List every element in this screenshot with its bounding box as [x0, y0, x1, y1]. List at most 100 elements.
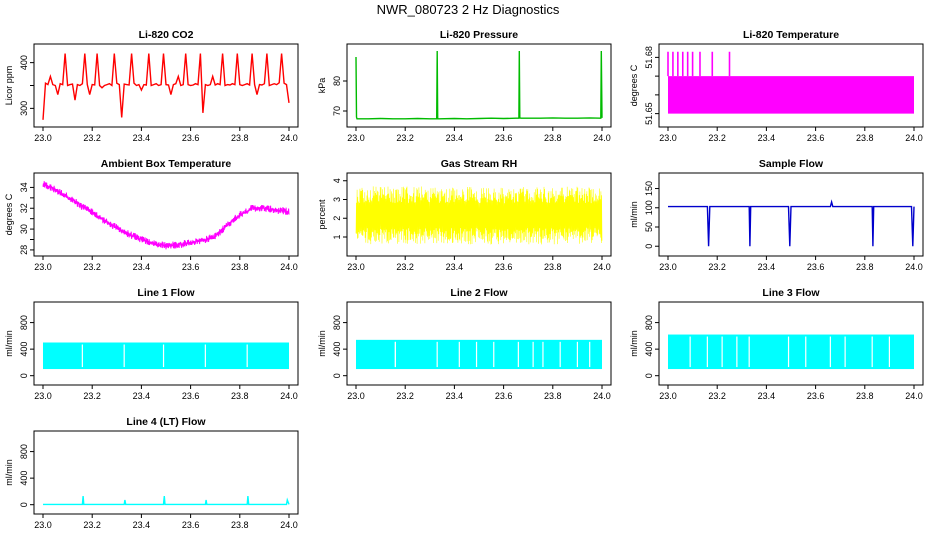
x-tick-label: 23.8 [856, 262, 874, 272]
y-axis-label: kPa [317, 78, 327, 94]
x-tick-label: 23.4 [133, 520, 151, 530]
x-tick-label: 23.2 [83, 133, 101, 143]
page-title: NWR_080723 2 Hz Diagnostics [376, 2, 560, 17]
y-tick-label: 0 [332, 373, 342, 378]
y-tick-label: 100 [644, 200, 654, 215]
y-tick-label: 70 [332, 106, 342, 116]
flow-band [43, 342, 289, 370]
plot-frame [346, 172, 612, 257]
x-tick-label: 23.6 [807, 262, 825, 272]
y-axis-label: degrees C [629, 64, 639, 106]
chart-panel-5: Gas Stream RH 23.0 23.2 23.4 23.6 23.8 24.0 1 2 3… [317, 158, 612, 272]
x-tick-label: 23.4 [133, 133, 151, 143]
y-tick-label: 80 [332, 76, 342, 86]
x-tick-label: 23.8 [856, 133, 874, 143]
y-tick-label: 400 [19, 55, 29, 70]
x-tick-label: 23.0 [347, 262, 365, 272]
x-tick-label: 23.2 [396, 262, 414, 272]
x-tick-label: 23.8 [544, 262, 562, 272]
x-tick-label: 23.8 [231, 520, 249, 530]
chart-panel-1: Li-820 CO2 23.0 23.2 23.4 23.6 23.8 24.0 300 400… [4, 29, 299, 143]
y-tick-label: 300 [19, 101, 29, 116]
y-tick-label: 51.68 [644, 46, 654, 69]
x-tick-label: 23.6 [182, 520, 200, 530]
y-tick-label: 30 [19, 224, 29, 234]
x-tick-label: 23.0 [34, 520, 52, 530]
y-tick-label: 28 [19, 245, 29, 255]
y-tick-label: 2 [332, 216, 342, 221]
chart-title: Line 2 Flow [450, 287, 508, 299]
x-tick-label: 23.2 [396, 391, 414, 401]
chart-title: Line 4 (LT) Flow [126, 416, 206, 428]
chart-title: Li-820 Pressure [440, 29, 518, 41]
chart-title: Ambient Box Temperature [101, 158, 232, 170]
y-tick-label: 800 [644, 315, 654, 330]
x-tick-label: 23.0 [659, 262, 677, 272]
y-tick-label: 400 [19, 471, 29, 486]
x-tick-label: 23.4 [446, 262, 464, 272]
y-tick-label: 150 [644, 181, 654, 196]
y-tick-label: 400 [19, 342, 29, 357]
chart-title: Line 1 Flow [137, 287, 195, 299]
x-tick-label: 24.0 [280, 520, 298, 530]
plot-frame [658, 301, 924, 386]
y-tick-label: 0 [644, 244, 654, 249]
series-line [43, 496, 290, 506]
flow-band [668, 334, 914, 370]
x-tick-label: 24.0 [280, 133, 298, 143]
x-tick-label: 23.8 [544, 391, 562, 401]
chart-title: Gas Stream RH [441, 158, 517, 170]
x-tick-label: 23.2 [708, 133, 726, 143]
plot-frame [33, 430, 299, 515]
x-tick-label: 23.4 [446, 133, 464, 143]
x-tick-label: 23.2 [708, 262, 726, 272]
plot-frame [33, 301, 299, 386]
plot-frame [346, 43, 612, 128]
x-tick-label: 23.6 [182, 262, 200, 272]
x-tick-label: 23.8 [231, 391, 249, 401]
chart-panel-4: Ambient Box Temperature 23.0 23.2 23.4 23.6 2… [4, 158, 299, 272]
y-tick-label: 0 [644, 373, 654, 378]
flow-band [356, 339, 602, 370]
y-tick-label: 0 [19, 502, 29, 507]
x-tick-label: 23.4 [758, 262, 776, 272]
y-axis-label: ml/min [4, 459, 14, 486]
y-tick-label: 0 [19, 373, 29, 378]
chart-panel-6: Sample Flow 23.0 23.2 23.4 23.6 23.8 24.0 0 50 10… [629, 158, 924, 272]
x-tick-label: 23.4 [446, 391, 464, 401]
x-tick-label: 24.0 [593, 133, 611, 143]
y-axis-label: ml/min [317, 330, 327, 357]
plot-frame [33, 43, 299, 128]
x-tick-label: 23.6 [495, 133, 513, 143]
temperature-band [668, 76, 914, 114]
chart-panel-2: Li-820 Pressure 23.0 23.2 23.4 23.6 23.8 24.0 7… [317, 29, 612, 143]
series-line [42, 53, 290, 120]
x-tick-label: 23.0 [659, 133, 677, 143]
x-tick-label: 23.2 [83, 391, 101, 401]
y-tick-label: 400 [332, 342, 342, 357]
y-tick-label: 51.65 [644, 102, 654, 125]
chart-title: Li-820 Temperature [743, 29, 839, 41]
y-axis-label: ml/min [629, 201, 639, 228]
x-tick-label: 24.0 [905, 262, 923, 272]
x-tick-label: 23.4 [133, 391, 151, 401]
y-tick-label: 400 [644, 342, 654, 357]
plot-frame [658, 43, 924, 128]
chart-title: Li-820 CO2 [139, 29, 194, 41]
series-line [668, 199, 915, 247]
y-tick-label: 800 [19, 315, 29, 330]
x-tick-label: 23.4 [758, 133, 776, 143]
x-tick-label: 23.2 [83, 520, 101, 530]
chart-title: Line 3 Flow [762, 287, 820, 299]
chart-panel-9: Line 3 Flow 23.0 23.2 23.4 23.6 23.8 24.0 0 400 8… [629, 287, 924, 401]
x-tick-label: 23.8 [544, 133, 562, 143]
series-line [355, 186, 603, 245]
x-tick-label: 23.0 [34, 391, 52, 401]
y-tick-label: 50 [644, 222, 654, 232]
y-axis-label: degrees C [4, 193, 14, 235]
plot-frame [33, 172, 299, 257]
y-tick-label: 4 [332, 178, 342, 183]
chart-panel-10: Line 4 (LT) Flow 23.0 23.2 23.4 23.6 23.8 24.0… [4, 416, 299, 530]
